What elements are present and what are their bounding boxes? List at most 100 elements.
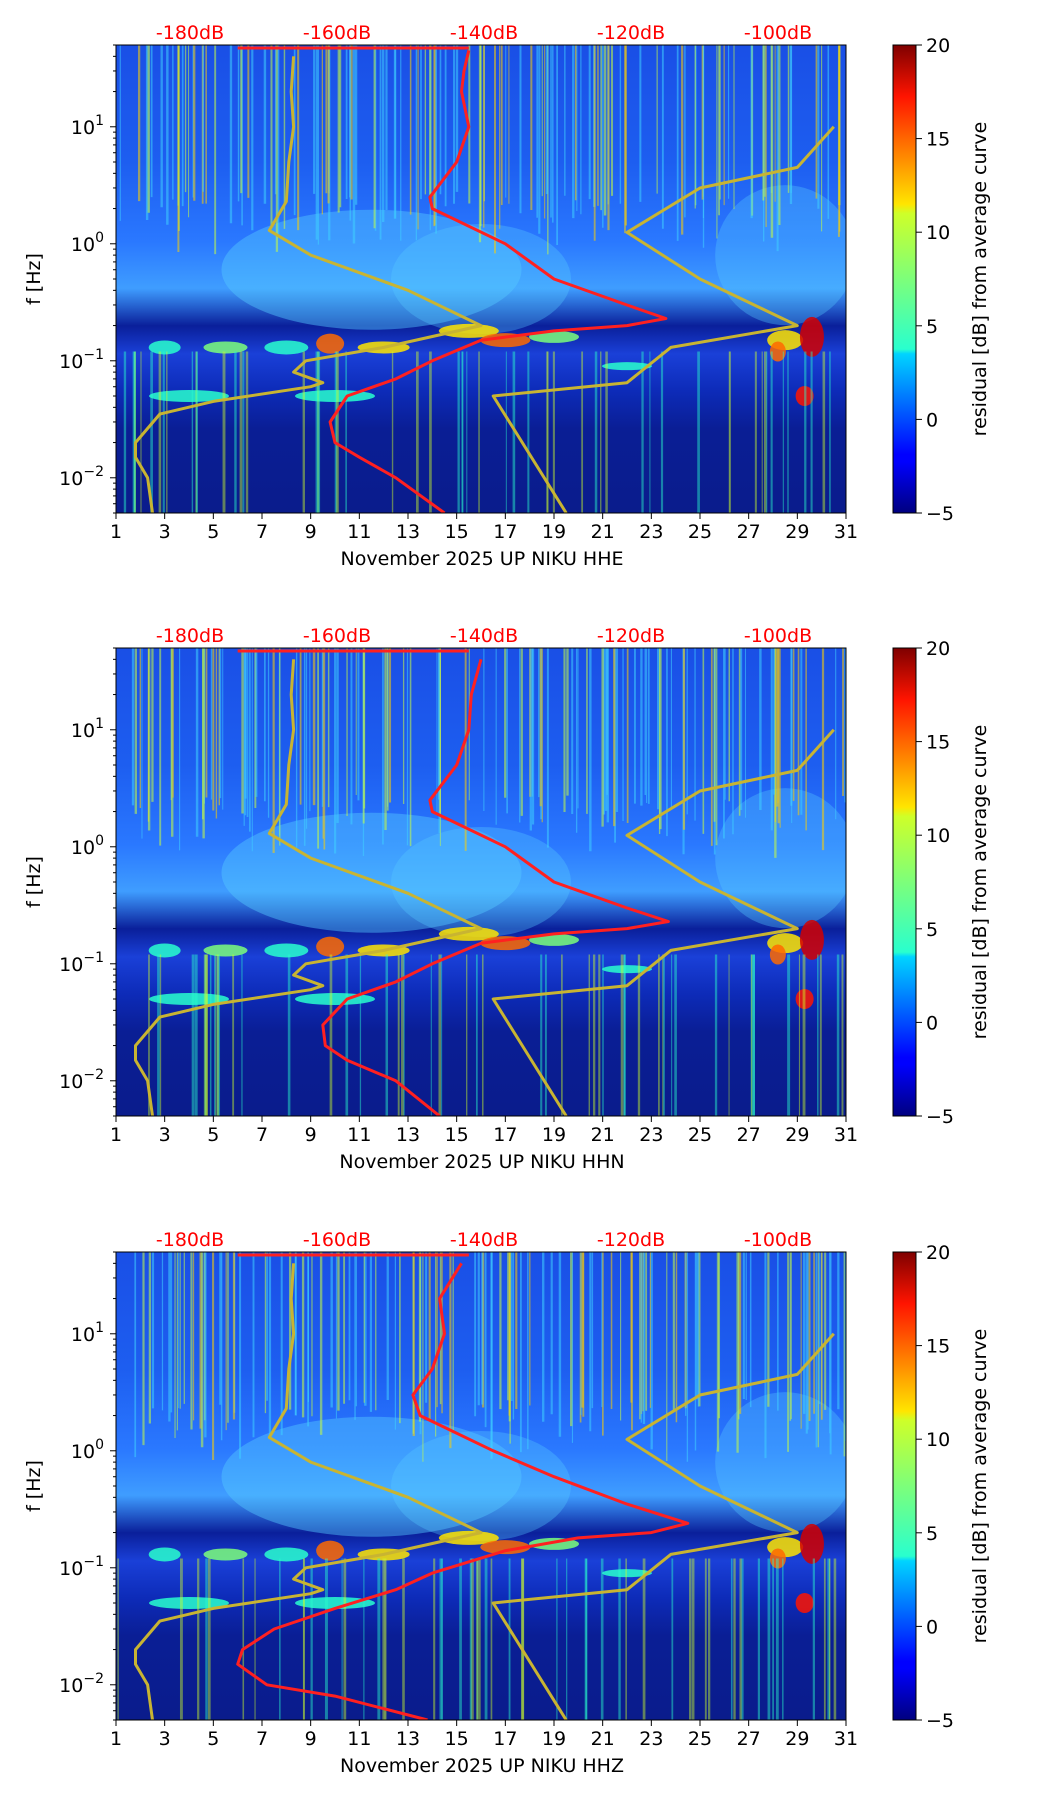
db-scale-label: -140dB [450,1229,518,1251]
heatmap-blob [203,944,248,957]
db-scale-label: -180dB [156,1229,224,1251]
colorbar-tick-label: 0 [926,1616,938,1638]
y-tick-label: 10−1 [59,950,104,976]
noise-model-curve [134,1263,483,1720]
y-tick-label: 10−2 [59,464,104,490]
y-axis-label: f [Hz] [23,253,45,305]
db-scale-label: -100dB [744,1229,812,1251]
x-tick-label: 27 [737,521,761,543]
heatmap-haze [391,1431,571,1541]
x-tick-label: 7 [256,1124,268,1146]
db-scale-label: -140dB [450,625,518,647]
colorbar-label: residual [dB] from average curve [969,725,991,1040]
noise-model-curve [491,125,835,513]
y-tick-label: 100 [71,230,104,256]
colorbar [892,1251,917,1721]
y-tick-label: 10−2 [59,1067,104,1093]
x-tick-label: 1 [110,521,122,543]
colorbar [892,647,917,1117]
heatmap-blob [799,316,824,357]
colorbar-tick-label: 10 [926,1429,950,1451]
db-scale-label: -140dB [450,22,518,44]
x-tick-label: 15 [445,521,469,543]
heatmap-blob [480,1540,531,1555]
heatmap-blob [203,1548,248,1561]
colorbar-label: residual [dB] from average curve [969,1329,991,1644]
db-scale-label: -180dB [156,625,224,647]
y-tick-label: 100 [71,833,104,859]
heatmap-blob [264,943,309,958]
y-tick-label: 101 [71,716,104,742]
heatmap-blob [602,965,652,974]
heatmap [116,648,846,1116]
heatmap-blob [438,926,499,941]
noise-model-curve [321,658,670,1116]
x-tick-label: 3 [159,1124,171,1146]
x-tick-label: 19 [542,1124,566,1146]
noise-model-curve [134,56,483,513]
x-tick-label: 25 [688,1124,712,1146]
colorbar-tick-label: 20 [926,35,950,57]
heatmap-blob [148,340,181,355]
heatmap-blob [795,1593,814,1613]
x-tick-label: 23 [639,521,663,543]
x-tick-label: 17 [493,1124,517,1146]
x-tick-label: 11 [347,1728,371,1750]
x-tick-label: 23 [639,1124,663,1146]
x-tick-label: 13 [396,1728,420,1750]
heatmap-blob [203,341,248,354]
db-scale-label: -160dB [303,625,371,647]
noise-model-curve [491,728,835,1116]
heatmap [116,45,846,513]
heatmap-blob [795,989,814,1009]
noise-model-curve [134,659,483,1116]
heatmap-blob [148,943,181,958]
heatmap-blob [795,386,814,406]
heatmap-blob [769,944,786,965]
x-tick-label: 5 [207,521,219,543]
x-tick-label: 19 [542,1728,566,1750]
colorbar [892,44,917,514]
colorbar-tick-label: 15 [926,129,950,151]
db-scale-label: -120dB [597,22,665,44]
noise-model-curve [491,1332,835,1720]
y-tick-label: 101 [71,1320,104,1346]
heatmap-haze [391,827,571,937]
x-tick-label: 9 [305,1728,317,1750]
x-tick-label: 31 [834,521,858,543]
x-tick-label: 13 [396,521,420,543]
colorbar-tick-label: −5 [926,1710,954,1732]
y-tick-label: 10−1 [59,347,104,373]
heatmap-blob [799,919,824,960]
colorbar-tick-label: 10 [926,825,950,847]
x-tick-label: 11 [347,1124,371,1146]
colorbar-tick-label: 10 [926,222,950,244]
heatmap-blob [799,1523,824,1564]
noise-model-curve [236,1262,690,1720]
x-tick-label: 7 [256,521,268,543]
heatmap-blob [769,341,786,362]
heatmap-haze [221,209,522,330]
x-tick-label: 9 [305,521,317,543]
x-tick-label: 15 [445,1124,469,1146]
colorbar-tick-label: 5 [926,1523,938,1545]
heatmap-blob [264,1547,309,1562]
x-tick-label: 17 [493,1728,517,1750]
x-tick-label: 9 [305,1124,317,1146]
colorbar-tick-label: 5 [926,919,938,941]
x-tick-label: 29 [785,1728,809,1750]
colorbar-tick-label: −5 [926,1106,954,1128]
x-tick-label: 5 [207,1728,219,1750]
colorbar-tick-label: 20 [926,638,950,660]
heatmap-haze [391,224,571,334]
x-tick-label: 3 [159,521,171,543]
heatmap-blob [316,936,345,957]
x-tick-label: 1 [110,1728,122,1750]
y-tick-label: 100 [71,1437,104,1463]
x-tick-label: 25 [688,1728,712,1750]
heatmap-haze [715,788,846,929]
db-scale-label: -100dB [744,625,812,647]
heatmap-haze [715,1392,846,1533]
x-tick-label: 11 [347,521,371,543]
